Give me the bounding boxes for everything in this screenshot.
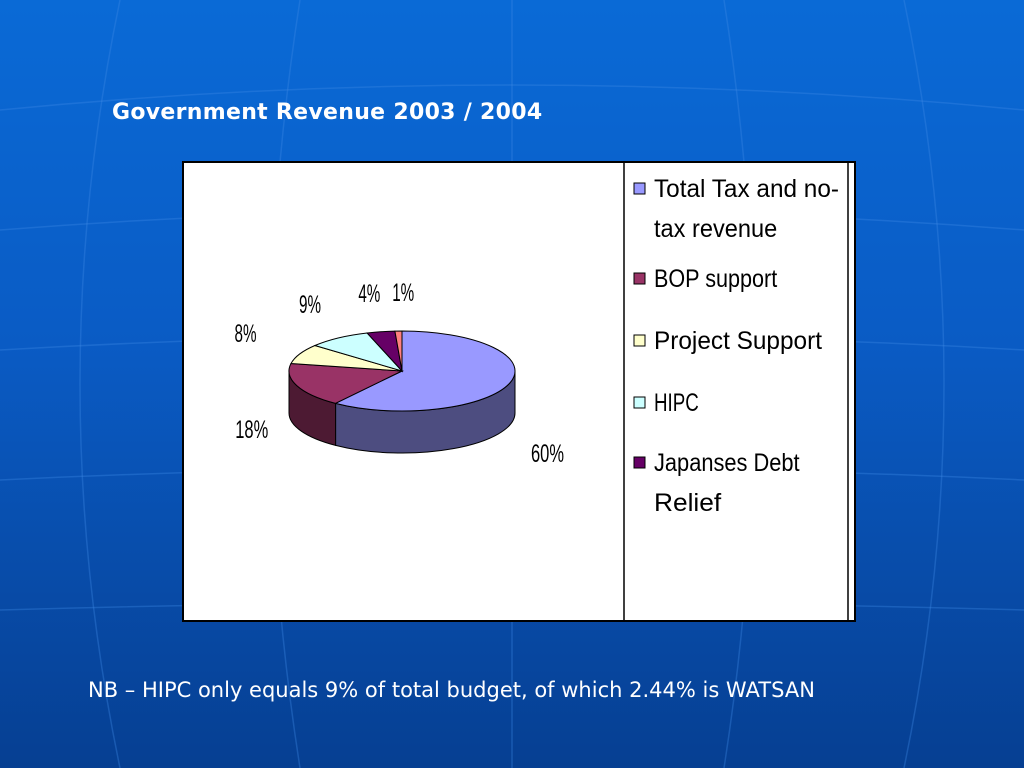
legend-label-1: Total Tax and no- [654, 175, 839, 203]
legend-entry-3: Project Support [633, 327, 822, 355]
legend-swatch-5 [633, 456, 646, 469]
legend-label-1: tax revenue [654, 215, 777, 243]
pie-slice-2 [288, 362, 404, 404]
legend-swatch-2 [633, 272, 646, 285]
legend-label-5: Relief [654, 489, 721, 517]
legend-swatch-3 [633, 334, 646, 347]
legend-label-2: BOP support [654, 265, 777, 293]
data-label-2: 18% [235, 416, 268, 444]
legend-label-5: Japanses Debt [654, 449, 800, 477]
data-label-3: 8% [235, 320, 257, 348]
data-label-5: 4% [358, 280, 380, 308]
pie-slice-6 [394, 330, 403, 372]
legend-swatch-4 [633, 396, 646, 409]
data-label-1: 60% [531, 440, 564, 468]
footnote: NB – HIPC only equals 9% of total budget… [88, 678, 815, 702]
legend-label-3: Project Support [654, 327, 822, 355]
data-label-6: 1% [392, 279, 414, 307]
legend-entry-1: Total Tax and no-tax revenue [633, 175, 839, 243]
legend-entry-5: Japanses Debt Relief [633, 449, 800, 517]
pie-chart: 60% 18% 8% 9% 4% 1% Total Tax and no-tax reve… [235, 163, 849, 620]
legend-entry-4: HIPC [633, 389, 699, 417]
chart-container: 60% 18% 8% 9% 4% 1% Total Tax and no-tax reve… [182, 161, 856, 622]
slide-title: Government Revenue 2003 / 2004 [112, 100, 543, 125]
legend-label-4: HIPC [654, 389, 699, 417]
pie-slice-1 [334, 330, 516, 412]
data-label-4: 9% [299, 291, 321, 319]
legend-entry-2: BOP support [633, 265, 777, 293]
legend-swatch-1 [633, 182, 646, 195]
